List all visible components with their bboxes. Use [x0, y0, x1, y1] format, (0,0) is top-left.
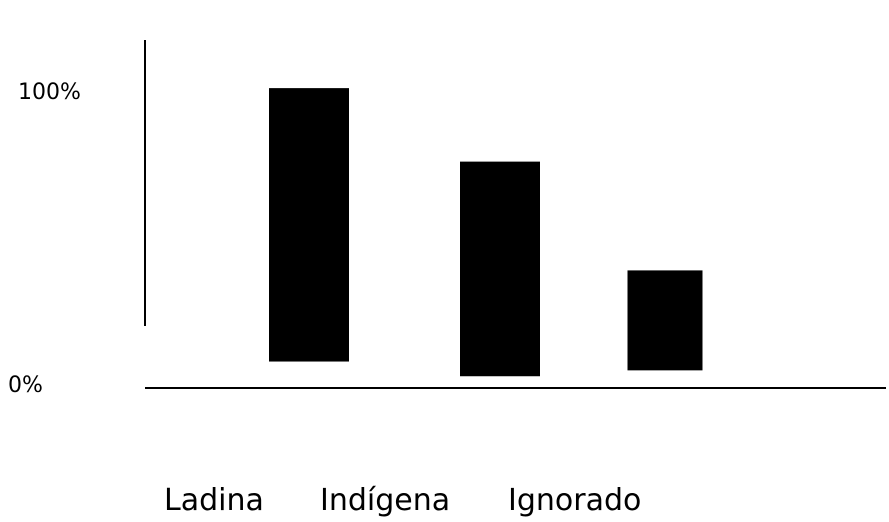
bar-ignorado [627, 270, 703, 371]
bars-group [269, 88, 703, 377]
bar-indigena [460, 161, 540, 377]
y-tick-label-100: 100% [18, 80, 81, 105]
y-tick-label-0: 0% [8, 373, 43, 398]
category-label-ladina: Ladina [164, 483, 264, 518]
bar-ladina [269, 88, 349, 362]
category-label-ignorado: Ignorado [508, 483, 641, 518]
category-label-indigena: Indígena [320, 483, 450, 518]
